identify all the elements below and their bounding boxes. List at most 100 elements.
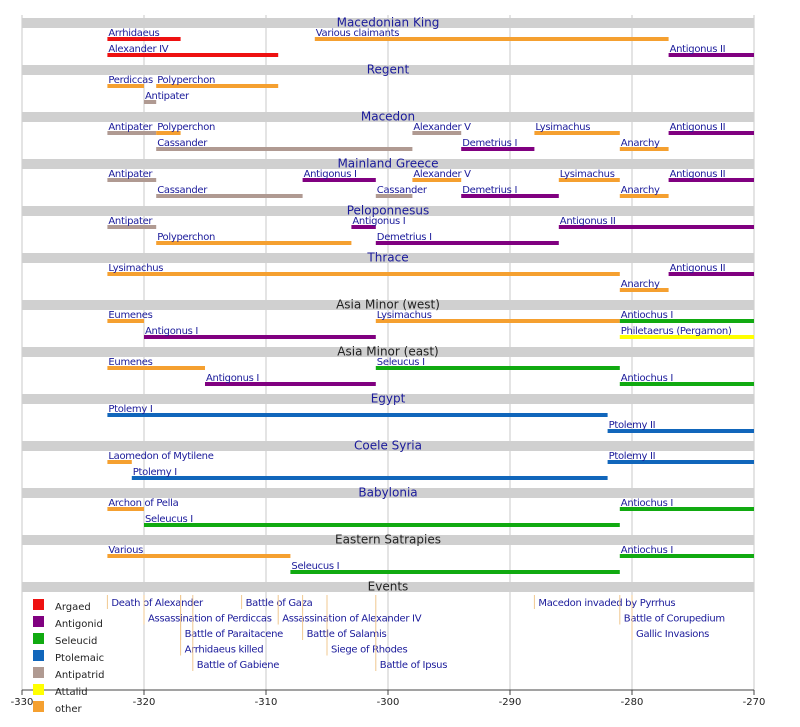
section-band [22,347,754,357]
reign-bar [534,131,620,135]
section-title: Macedon [361,110,415,124]
reign-label: Seleucus I [377,357,425,368]
reign-label: Eumenes [108,310,152,321]
reign-bar [156,194,303,198]
section-title: Thrace [366,251,408,265]
event-label: Battle of Gabiene [197,660,279,671]
reign-bar [156,147,413,151]
section-band [22,18,754,28]
section-band [22,206,754,216]
reign-label: Demetrius I [462,138,517,149]
reign-label: Eumenes [108,357,152,368]
x-tick-label: -280 [621,697,644,708]
reign-bar [144,523,620,527]
section-band [22,488,754,498]
event-label: Battle of Corupedium [624,614,725,625]
reign-label: Antiochus I [621,545,673,556]
x-tick-label: -270 [743,697,766,708]
section-band [22,394,754,404]
reign-bar [619,554,754,558]
reign-label: Various [108,545,143,556]
reign-label: Antipater [108,216,153,227]
event-label: Battle of Ipsus [380,660,447,671]
x-tick-label: -330 [11,697,34,708]
legend-label: Antipatrid [55,670,105,681]
reign-label: Anarchy [621,279,660,290]
x-tick-label: -310 [255,697,278,708]
legend-swatch [33,633,44,644]
reign-label: Ptolemy II [609,420,656,431]
reign-bar [156,241,352,245]
section-title: Egypt [371,392,406,406]
event-label: Assassination of Alexander IV [282,614,422,625]
reign-bar [290,570,620,574]
reign-label: Archon of Pella [108,498,178,509]
reign-bar [107,554,291,558]
event-label: Gallic Invasions [636,629,709,640]
reign-bar [412,178,462,182]
reign-label: Antipater [108,122,153,133]
reign-bar [351,225,376,229]
reign-bar [668,272,754,276]
reign-label: Perdiccas [108,75,153,86]
reign-bar [375,194,413,198]
reign-bar [107,225,157,229]
reign-bar [461,147,535,151]
reign-bar [375,319,620,323]
reign-label: Cassander [157,138,208,149]
reign-label: Antipater [145,91,190,102]
legend-label: other [55,704,83,715]
event-label: Battle of Paraitacene [185,629,284,640]
reign-bar [107,366,205,370]
reign-label: Cassander [157,185,208,196]
section-title: Eastern Satrapies [335,533,441,547]
reign-bar [107,53,279,57]
reign-bar [619,507,754,511]
reign-bar [558,178,620,182]
section-title: Asia Minor (east) [337,345,438,359]
reign-bar [619,335,754,339]
legend-swatch [33,667,44,678]
reign-bar [156,131,181,135]
legend-label: Ptolemaic [55,653,104,664]
reign-bar [619,319,754,323]
reign-bar [607,460,754,464]
reign-label: Polyperchon [157,75,215,86]
section-title: Mainland Greece [337,157,438,171]
section-band [22,112,754,122]
event-label: Battle of Salamis [307,629,387,640]
section-title: Regent [367,63,410,77]
section-title: Asia Minor (west) [336,298,440,312]
reign-label: Alexander IV [108,44,168,55]
reign-label: Antigonus II [670,169,726,180]
reign-label: Arrhidaeus [108,28,159,39]
legend-label: Argaed [55,602,91,613]
section-title: Events [368,580,409,594]
reign-label: Antigonus I [145,326,198,337]
reign-bar [205,382,376,386]
reign-label: Lysimachus [108,263,163,274]
reign-label: Seleucus I [145,514,193,525]
legend-swatch [33,650,44,661]
reign-bar [412,131,462,135]
section-band [22,535,754,545]
section-band [22,65,754,75]
reign-bar [131,476,608,480]
reign-bar [558,225,754,229]
reign-bar [107,507,144,511]
reign-label: Antipater [108,169,153,180]
legend-swatch [33,616,44,627]
reign-label: Philetaerus (Pergamon) [621,326,732,337]
reign-bar [619,194,669,198]
reign-bar [144,335,376,339]
reign-label: Antigonus II [670,44,726,55]
reign-bar [668,131,754,135]
reign-label: Antigonus II [670,263,726,274]
section-band [22,159,754,169]
reign-label: Antigonus II [670,122,726,133]
reign-bar [619,288,669,292]
legend-swatch [33,701,44,712]
section-title: Babylonia [358,486,417,500]
legend-label: Seleucid [55,636,97,647]
legend-swatch [33,684,44,695]
